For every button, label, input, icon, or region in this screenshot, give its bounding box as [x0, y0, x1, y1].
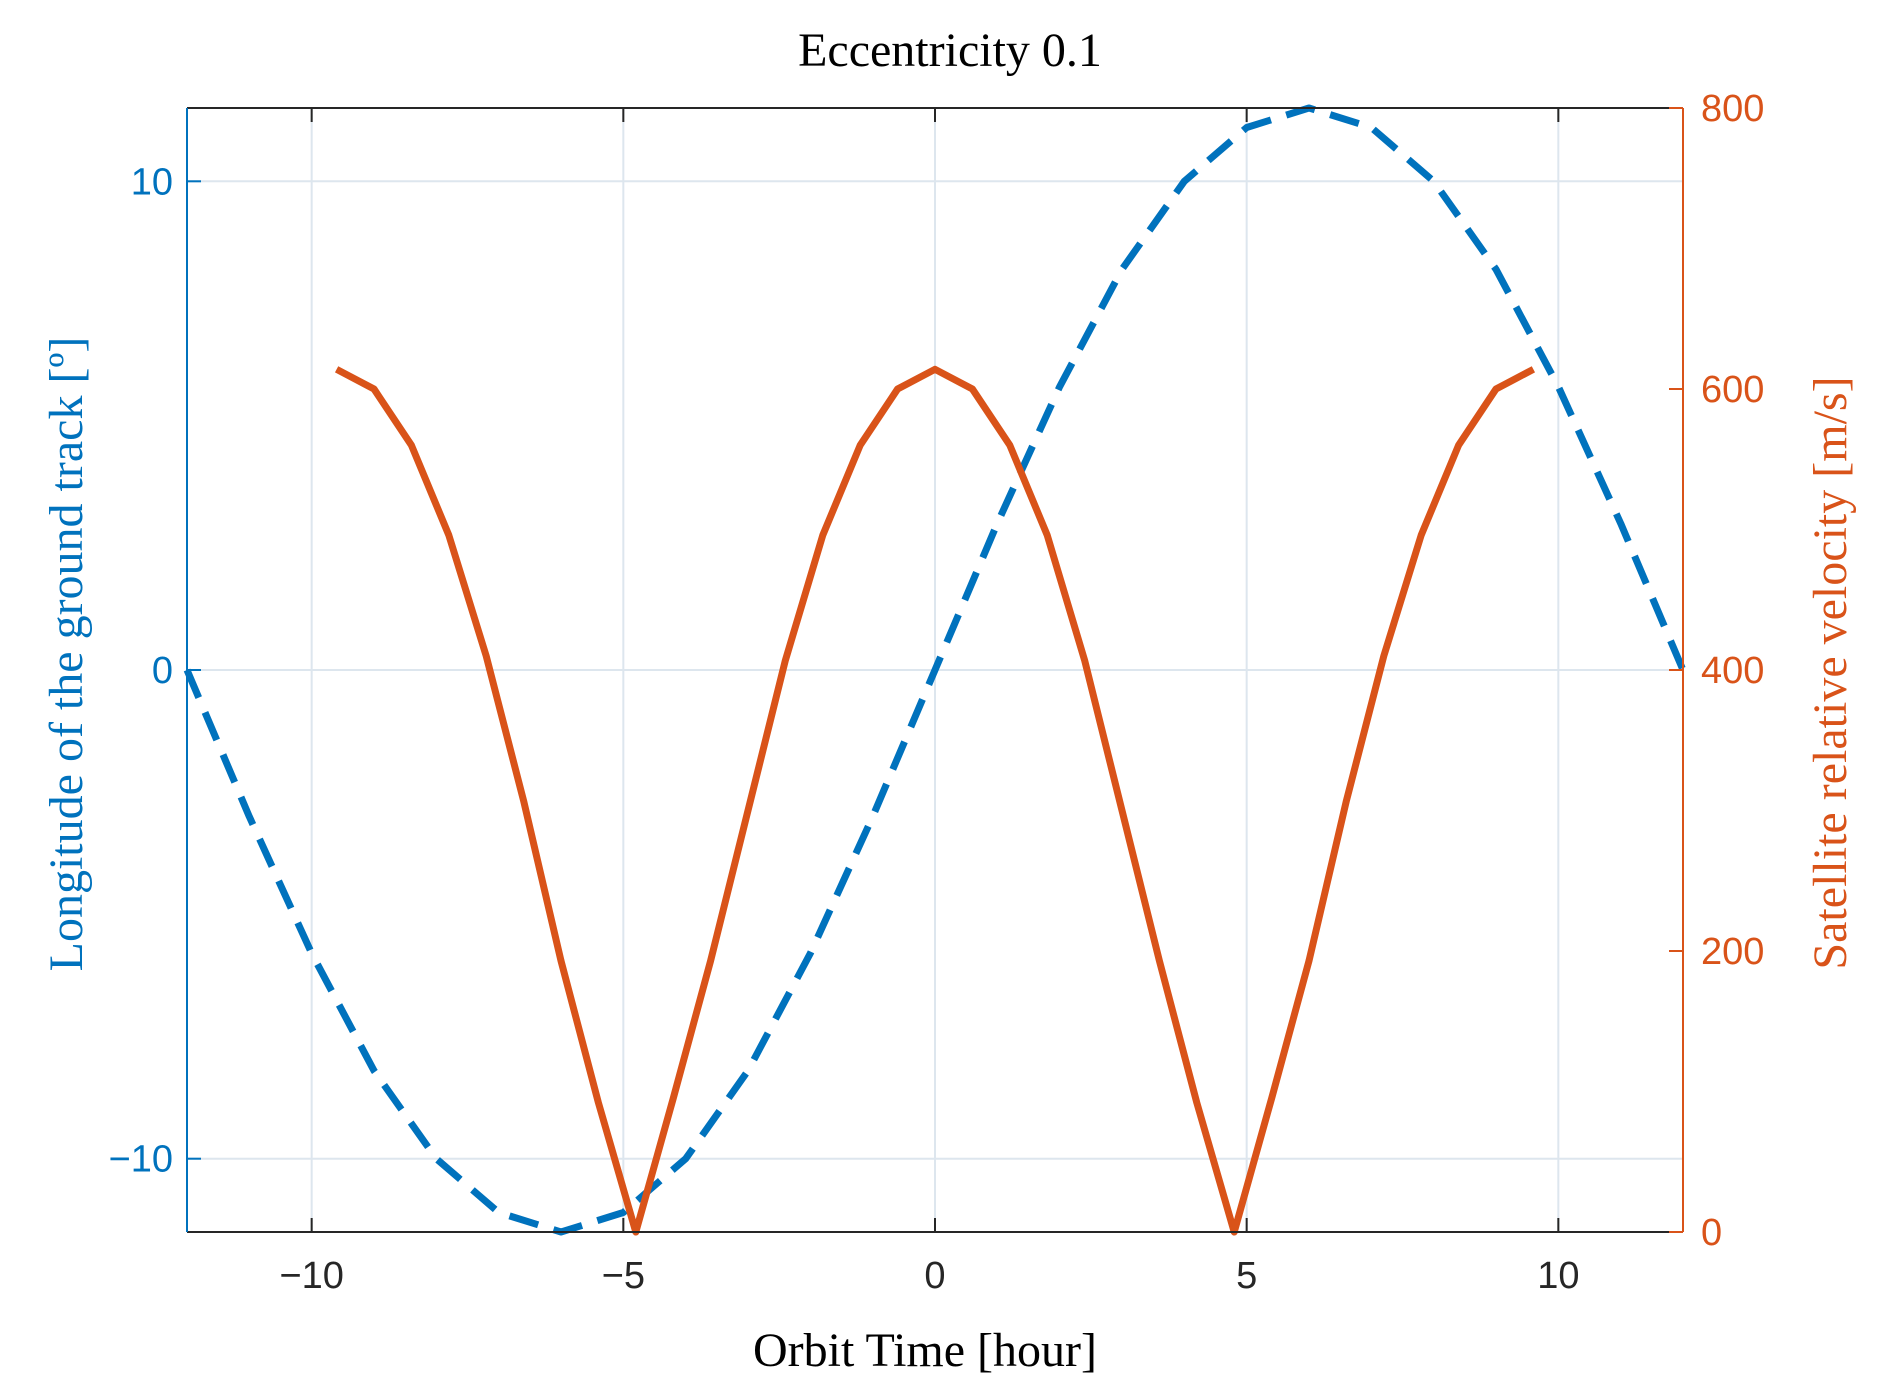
y-left-tick-label: 10: [131, 161, 173, 203]
y-right-tick-label: 400: [1701, 650, 1764, 692]
y-right-tick-label: 0: [1701, 1212, 1722, 1254]
y-right-tick-label: 600: [1701, 369, 1764, 411]
y-left-tick-label: 0: [152, 650, 173, 692]
x-tick-label: 5: [1236, 1255, 1257, 1297]
y-right-tick-label: 200: [1701, 931, 1764, 973]
x-tick-label: −5: [602, 1255, 645, 1297]
velocity-series-line: [334, 365, 1536, 1236]
data-series: [183, 104, 1687, 1236]
x-tick-label: 0: [924, 1255, 945, 1297]
x-tick-label: −10: [279, 1255, 343, 1297]
x-axis-label: Orbit Time [hour]: [753, 1324, 1097, 1377]
chart-title: Eccentricity 0.1: [798, 24, 1102, 77]
axes: [186, 107, 1684, 1233]
y-axis-left-label: Longitude of the ground track [º]: [40, 337, 93, 972]
longitude-series-line: [183, 104, 1687, 1236]
y-left-tick-label: −10: [109, 1139, 173, 1181]
x-tick-label: 10: [1537, 1255, 1579, 1297]
y-axis-right-label: Satellite relative velocity [m/s]: [1804, 376, 1857, 969]
y-right-tick-label: 800: [1701, 88, 1764, 130]
